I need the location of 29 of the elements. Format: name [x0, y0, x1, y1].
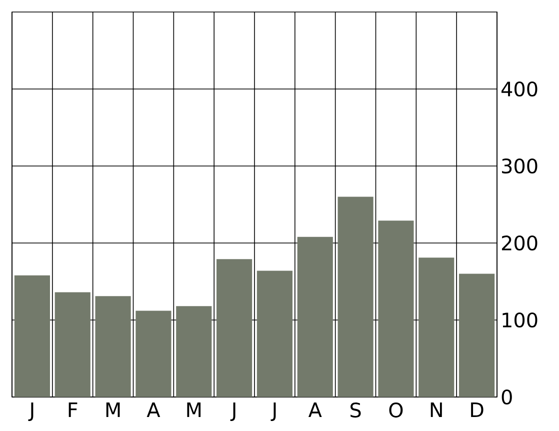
bar — [136, 310, 172, 397]
x-tick-label: M — [187, 402, 201, 418]
x-tick-label: A — [308, 402, 322, 418]
x-tick-label: J — [270, 402, 276, 422]
bar — [216, 259, 252, 397]
y-tick-label: 400 — [501, 81, 538, 97]
y-tick-label: 300 — [502, 158, 538, 174]
bar — [256, 270, 292, 397]
x-tick-label: A — [146, 402, 160, 418]
x-tick-label: J — [230, 402, 236, 422]
x-tick-label: J — [28, 402, 34, 422]
x-tick-label: S — [350, 402, 361, 418]
x-tick-label: N — [430, 402, 442, 418]
bar — [378, 220, 414, 397]
bar — [95, 296, 131, 397]
y-tick-label: 0 — [502, 389, 512, 405]
x-tick-label: O — [389, 402, 403, 418]
x-tick-label: F — [68, 402, 78, 418]
bar — [418, 258, 454, 397]
bar — [14, 275, 50, 397]
x-tick-label: M — [106, 402, 120, 418]
x-tick-label: D — [471, 402, 484, 418]
y-tick-label: 200 — [502, 235, 538, 251]
bar — [54, 292, 90, 397]
bar — [176, 306, 212, 397]
y-tick-label: 100 — [502, 312, 538, 328]
bar — [459, 274, 495, 397]
bar — [338, 196, 374, 397]
bar — [297, 236, 333, 397]
